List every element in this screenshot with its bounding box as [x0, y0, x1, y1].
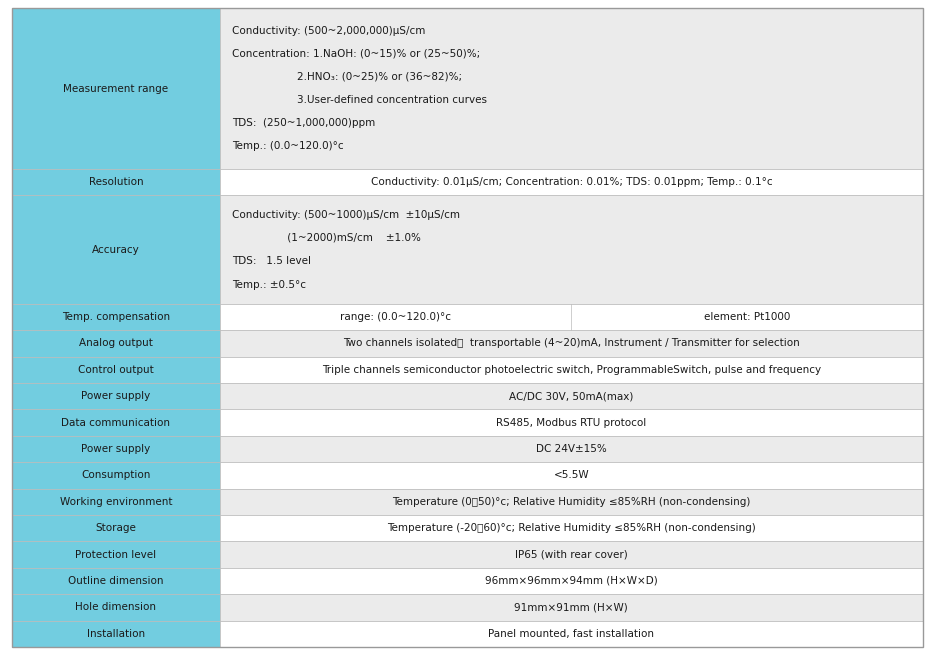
Bar: [220, 542, 923, 568]
Text: <5.5W: <5.5W: [554, 471, 589, 481]
Bar: [12, 409, 220, 436]
Text: Two channels isolated，  transportable (4~20)mA, Instrument / Transmitter for sel: Two channels isolated， transportable (4~…: [343, 338, 799, 348]
Bar: [12, 304, 220, 330]
Text: IP65 (with rear cover): IP65 (with rear cover): [515, 549, 627, 559]
Text: Analog output: Analog output: [79, 338, 152, 348]
Bar: [220, 330, 923, 357]
Bar: [220, 515, 923, 542]
Text: Conductivity: (500~1000)μS/cm  ±10μS/cm: Conductivity: (500~1000)μS/cm ±10μS/cm: [232, 210, 460, 220]
Text: Accuracy: Accuracy: [92, 244, 139, 255]
Bar: [220, 620, 923, 647]
Bar: [12, 383, 220, 409]
Text: Temperature (0～50)°ᴄ; Relative Humidity ≤85%RH (non-condensing): Temperature (0～50)°ᴄ; Relative Humidity …: [392, 496, 751, 507]
Text: Power supply: Power supply: [81, 444, 151, 454]
Text: Data communication: Data communication: [62, 418, 170, 428]
Text: (1~2000)mS/cm    ±1.0%: (1~2000)mS/cm ±1.0%: [232, 233, 421, 243]
Text: 96mm×96mm×94mm (H×W×D): 96mm×96mm×94mm (H×W×D): [485, 576, 657, 586]
Bar: [12, 169, 220, 195]
Text: Temp.: ±0.5°ᴄ: Temp.: ±0.5°ᴄ: [232, 279, 306, 289]
Bar: [12, 620, 220, 647]
Bar: [12, 330, 220, 357]
Text: Power supply: Power supply: [81, 391, 151, 401]
Bar: [220, 169, 923, 195]
Bar: [220, 304, 923, 330]
Bar: [12, 568, 220, 594]
Text: range: (0.0~120.0)°ᴄ: range: (0.0~120.0)°ᴄ: [340, 312, 451, 322]
Text: TDS:  (250~1,000,000)ppm: TDS: (250~1,000,000)ppm: [232, 118, 375, 128]
Text: 3.User-defined concentration curves: 3.User-defined concentration curves: [232, 95, 487, 105]
Bar: [12, 8, 220, 169]
Bar: [12, 594, 220, 620]
Bar: [220, 409, 923, 436]
Text: Conductivity: 0.01μS/cm; Concentration: 0.01%; TDS: 0.01ppm; Temp.: 0.1°ᴄ: Conductivity: 0.01μS/cm; Concentration: …: [370, 177, 772, 187]
Bar: [12, 489, 220, 515]
Text: DC 24V±15%: DC 24V±15%: [536, 444, 607, 454]
Text: Storage: Storage: [95, 523, 137, 533]
Text: 91mm×91mm (H×W): 91mm×91mm (H×W): [514, 602, 628, 612]
Bar: [12, 462, 220, 489]
Text: Temp. compensation: Temp. compensation: [62, 312, 170, 322]
Bar: [220, 489, 923, 515]
Text: 2.HNO₃: (0~25)% or (36~82)%;: 2.HNO₃: (0~25)% or (36~82)%;: [232, 72, 462, 82]
Text: AC/DC 30V, 50mA(max): AC/DC 30V, 50mA(max): [510, 391, 634, 401]
Text: element: Pt1000: element: Pt1000: [704, 312, 790, 322]
Text: Hole dimension: Hole dimension: [76, 602, 156, 612]
Bar: [220, 436, 923, 462]
Text: Protection level: Protection level: [76, 549, 156, 559]
Bar: [12, 357, 220, 383]
Bar: [12, 195, 220, 304]
Text: Panel mounted, fast installation: Panel mounted, fast installation: [488, 629, 654, 639]
Text: Conductivity: (500~2,000,000)μS/cm: Conductivity: (500~2,000,000)μS/cm: [232, 26, 425, 36]
Text: Concentration: 1.NaOH: (0~15)% or (25~50)%;: Concentration: 1.NaOH: (0~15)% or (25~50…: [232, 49, 480, 59]
Text: Consumption: Consumption: [81, 471, 151, 481]
Bar: [220, 8, 923, 169]
Bar: [220, 195, 923, 304]
Text: TDS:   1.5 level: TDS: 1.5 level: [232, 256, 310, 266]
Text: Measurement range: Measurement range: [64, 83, 168, 93]
Text: Control output: Control output: [78, 365, 153, 375]
Bar: [220, 594, 923, 620]
Bar: [220, 568, 923, 594]
Text: Temp.: (0.0~120.0)°ᴄ: Temp.: (0.0~120.0)°ᴄ: [232, 141, 343, 151]
Text: Outline dimension: Outline dimension: [68, 576, 164, 586]
Text: Working environment: Working environment: [60, 496, 172, 507]
Bar: [220, 462, 923, 489]
Bar: [12, 515, 220, 542]
Text: Resolution: Resolution: [89, 177, 143, 187]
Text: Triple channels semiconductor photoelectric switch, ProgrammableSwitch, pulse an: Triple channels semiconductor photoelect…: [322, 365, 821, 375]
Bar: [220, 357, 923, 383]
Text: Installation: Installation: [87, 629, 145, 639]
Text: RS485, Modbus RTU protocol: RS485, Modbus RTU protocol: [496, 418, 646, 428]
Bar: [220, 383, 923, 409]
Bar: [12, 436, 220, 462]
Text: Temperature (-20～60)°ᴄ; Relative Humidity ≤85%RH (non-condensing): Temperature (-20～60)°ᴄ; Relative Humidit…: [387, 523, 755, 533]
Bar: [12, 542, 220, 568]
